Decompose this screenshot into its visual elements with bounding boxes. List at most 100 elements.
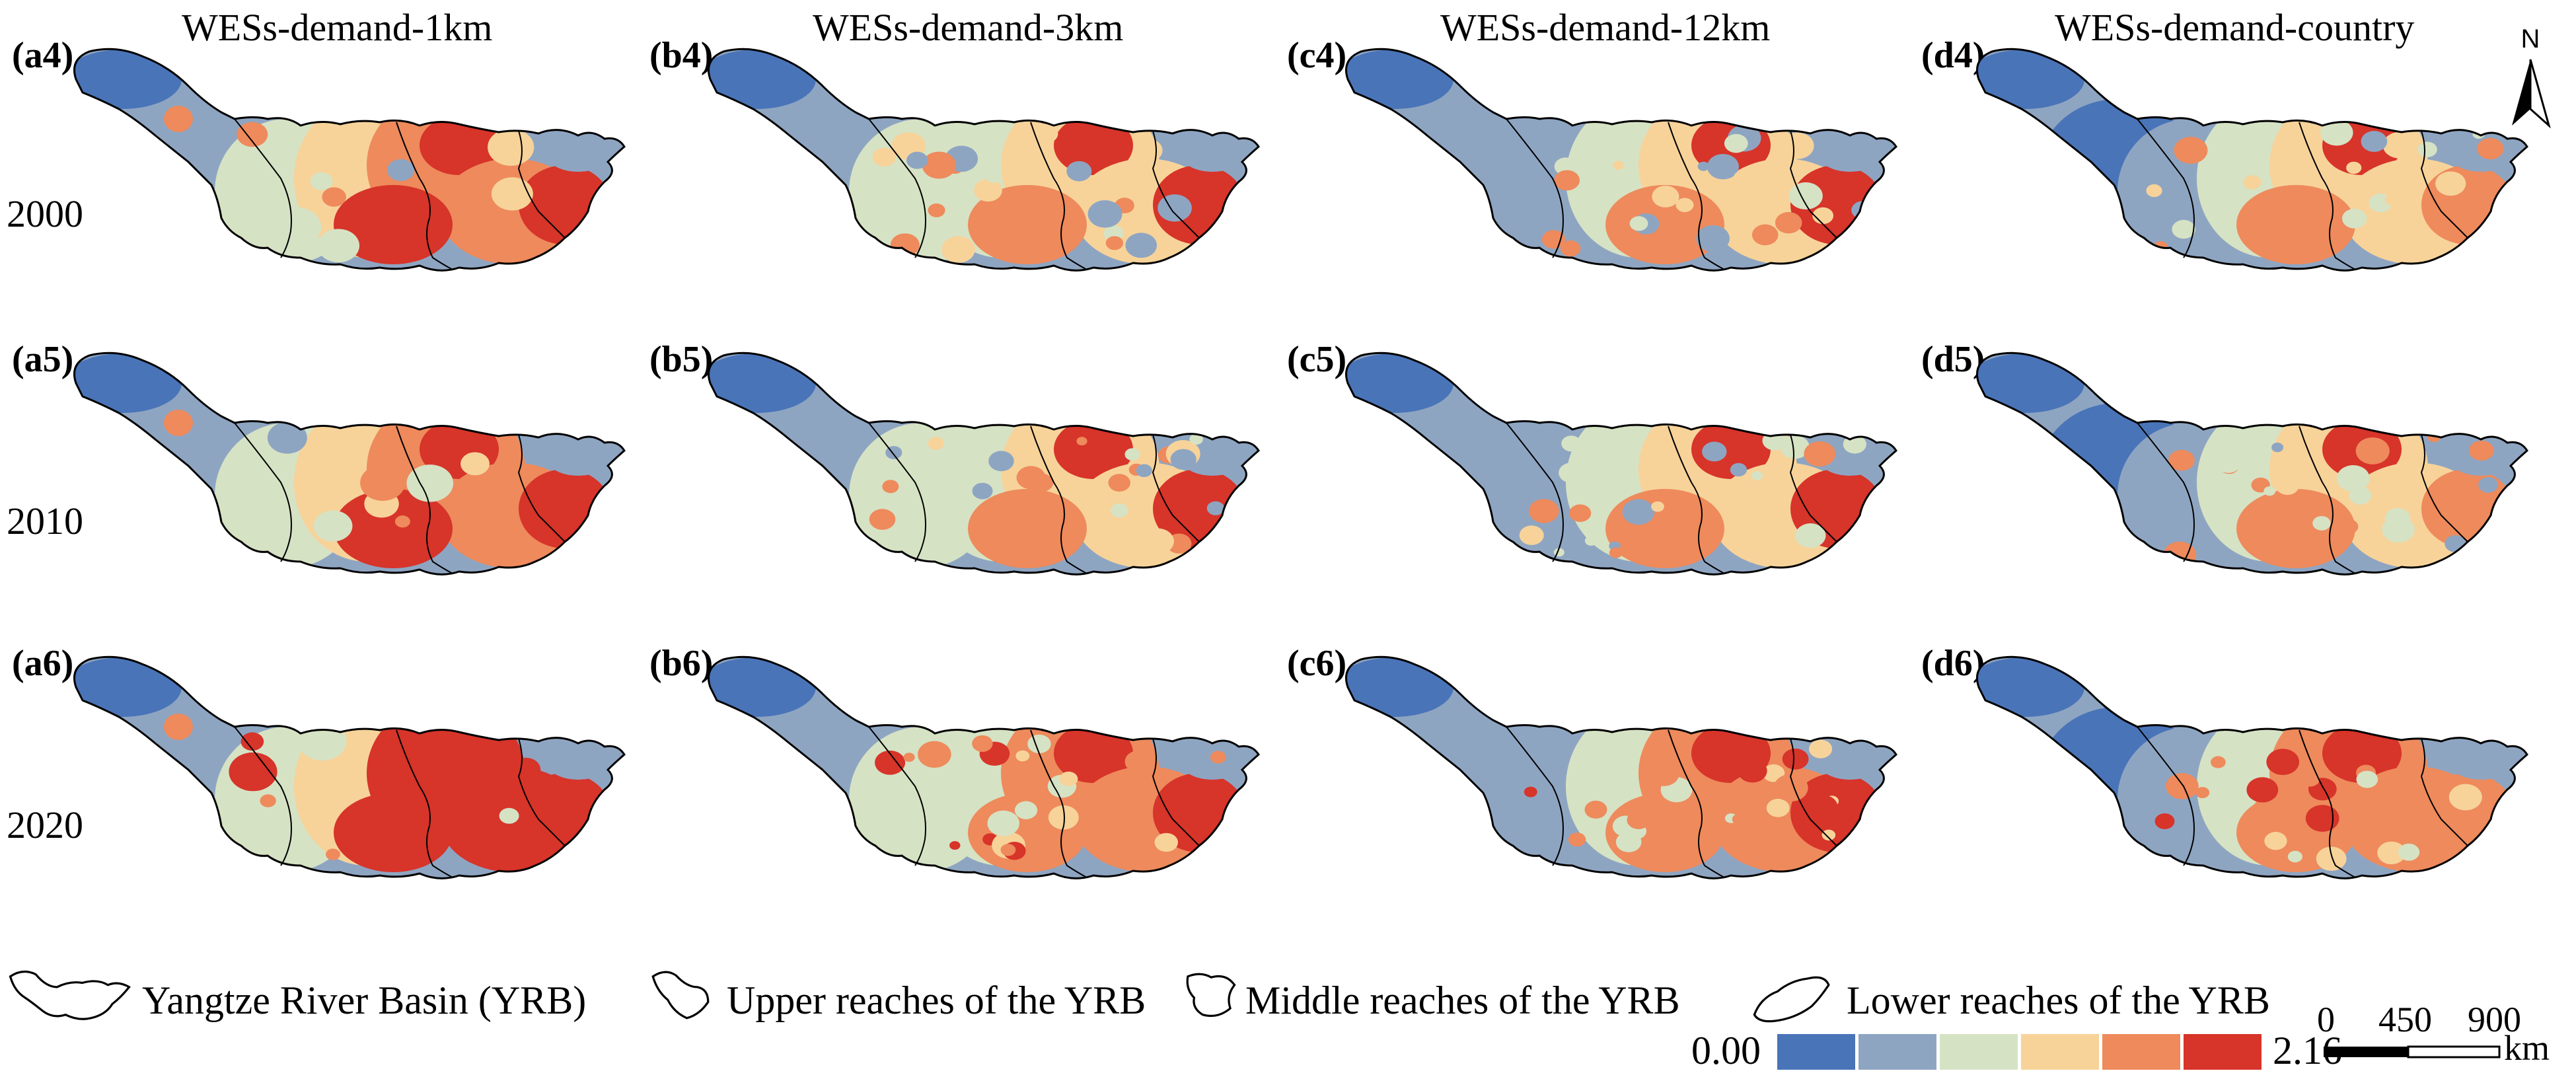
map-value-region xyxy=(1675,198,1694,213)
map-value-region xyxy=(1773,774,1808,802)
map-value-region xyxy=(968,185,1087,264)
map-value-region xyxy=(1519,525,1544,545)
reach-boundary xyxy=(1506,726,1564,866)
map-value-region xyxy=(2336,464,2370,492)
map-value-region xyxy=(1782,748,1809,770)
basin-boundary xyxy=(708,48,1260,272)
map-value-region xyxy=(2300,771,2320,787)
map-value-region xyxy=(1524,786,1537,798)
reach-boundary xyxy=(1152,738,1200,846)
reach-boundary xyxy=(1668,729,1725,878)
map-value-region xyxy=(2219,793,2236,806)
map-value-region xyxy=(237,122,268,147)
reach-boundary xyxy=(1030,122,1087,270)
panel-label-d5: (d5) xyxy=(1921,339,1985,380)
map-value-region xyxy=(1738,759,1767,783)
map-value-region xyxy=(2320,119,2353,146)
map-value-region xyxy=(74,353,182,413)
scale-bar-label-0: 0 xyxy=(2317,1000,2335,1039)
map-value-region xyxy=(1016,466,1046,490)
map-value-region xyxy=(2246,777,2279,803)
legend-middle-label: Middle reaches of the YRB xyxy=(1245,979,1680,1022)
reach-boundary xyxy=(1789,130,1837,239)
reach-boundary xyxy=(1506,422,1564,562)
map-value-region xyxy=(2287,850,2302,863)
map-value-region xyxy=(1605,185,1724,264)
panel-label-d6: (d6) xyxy=(1921,643,1985,684)
map-value-region xyxy=(1554,170,1580,191)
map-value-region xyxy=(2377,841,2406,865)
basin-boundary xyxy=(1345,655,1897,879)
map-value-region xyxy=(1630,499,1650,516)
reach-boundary xyxy=(1668,122,1725,270)
map-value-region xyxy=(2147,486,2180,512)
map-value-region xyxy=(1059,771,1078,787)
reach-boundary xyxy=(2299,122,2356,270)
map-value-region xyxy=(2448,784,2482,811)
map-panel-a5 xyxy=(73,352,626,576)
map-value-region xyxy=(1066,161,1092,182)
map-value-region xyxy=(1015,750,1030,762)
map-value-region xyxy=(271,207,322,248)
map-value-region xyxy=(1076,437,1087,446)
map-value-region xyxy=(499,807,519,824)
map-value-region xyxy=(519,773,611,852)
map-value-region xyxy=(890,461,907,474)
map-value-region xyxy=(2166,773,2199,799)
panel-label-b5: (b5) xyxy=(649,339,714,380)
map-value-region xyxy=(2271,442,2284,453)
map-value-region xyxy=(1702,441,1727,462)
map-value-region xyxy=(2322,724,2402,783)
map-value-region xyxy=(1117,781,1133,794)
reach-boundary xyxy=(234,422,292,562)
scale-bar xyxy=(2324,1045,2501,1058)
middle-reaches-outline-icon xyxy=(1186,973,1236,1018)
map-value-region xyxy=(2361,131,2388,152)
map-value-region xyxy=(2346,161,2362,174)
map-panel-d6 xyxy=(1976,655,2528,879)
map-value-region xyxy=(1210,751,1226,764)
map-value-region xyxy=(1154,833,1179,852)
reach-boundary xyxy=(1789,738,1837,846)
map-value-region xyxy=(1732,813,1746,825)
map-value-region xyxy=(1054,116,1133,175)
map-value-region xyxy=(488,128,534,166)
map-value-region xyxy=(949,840,961,850)
lower-reaches-outline-icon xyxy=(1753,976,1830,1023)
map-value-region xyxy=(386,159,415,181)
map-value-region xyxy=(1125,233,1158,258)
map-value-region xyxy=(2278,153,2298,170)
map-value-region xyxy=(1781,132,1814,159)
map-value-region xyxy=(1124,750,1154,773)
map-value-region xyxy=(2236,185,2355,264)
map-value-region xyxy=(2448,740,2514,780)
map-value-region xyxy=(1124,448,1140,461)
reach-boundary xyxy=(1668,426,1725,574)
map-value-region xyxy=(922,151,956,179)
map-value-region xyxy=(1087,200,1122,228)
reach-boundary xyxy=(2137,422,2195,562)
map-value-region xyxy=(1105,236,1124,250)
map-value-region xyxy=(2217,455,2240,473)
basin-boundary xyxy=(73,48,626,272)
column-title-1km: WESs-demand-1km xyxy=(182,6,493,49)
map-value-region xyxy=(2445,535,2466,552)
panel-label-a6: (a6) xyxy=(12,643,74,684)
reach-boundary xyxy=(2137,118,2195,258)
map-value-region xyxy=(2382,131,2416,159)
map-value-region xyxy=(1142,528,1174,554)
map-value-region xyxy=(2249,214,2264,227)
map-value-region xyxy=(1720,798,1734,808)
map-value-region xyxy=(1697,161,1710,171)
map-value-region xyxy=(2339,519,2359,534)
map-value-region xyxy=(1568,833,1586,847)
map-value-region xyxy=(1110,503,1128,518)
map-panel-c5 xyxy=(1345,352,1897,576)
panel-label-c4: (c4) xyxy=(1287,35,1347,76)
map-value-region xyxy=(972,735,993,752)
map-value-region xyxy=(2174,137,2208,164)
map-value-region xyxy=(918,741,951,768)
map-value-region xyxy=(1851,454,1870,470)
map-value-region xyxy=(1812,207,1834,225)
map-value-region xyxy=(164,410,193,436)
